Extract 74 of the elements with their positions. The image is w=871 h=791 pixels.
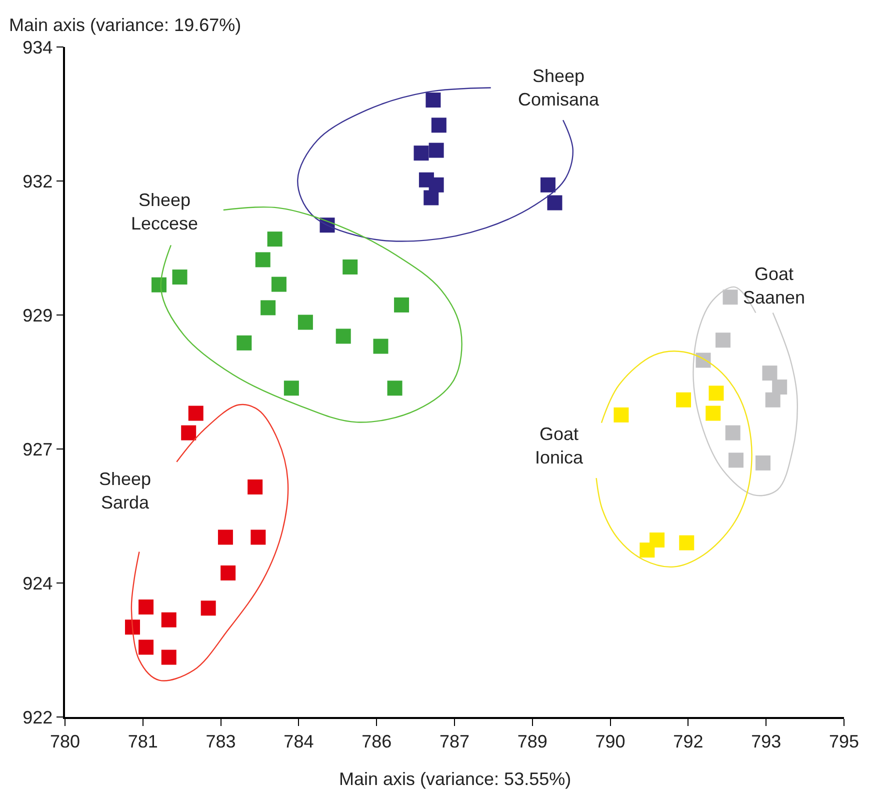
y-tick-label: 932	[22, 171, 53, 192]
x-tick-label: 789	[517, 731, 548, 752]
series-label: Sheep Sarda	[99, 469, 152, 512]
series-label: Goat Saanen	[743, 264, 806, 308]
point	[696, 352, 711, 368]
point	[284, 380, 299, 396]
point	[125, 620, 140, 635]
point	[181, 425, 196, 440]
y-tick-label: 927	[22, 439, 53, 460]
point	[260, 300, 276, 316]
point	[728, 452, 744, 468]
point	[138, 640, 154, 655]
point	[255, 252, 270, 268]
point	[640, 542, 655, 558]
point	[414, 146, 429, 161]
point	[271, 276, 286, 292]
point	[220, 565, 236, 580]
x-tick-label: 795	[828, 731, 860, 752]
y-axis-title: Main axis (variance: 19.67%)	[9, 15, 242, 35]
series-label: Sheep Comisana	[518, 66, 600, 110]
point	[161, 612, 176, 628]
point	[716, 332, 730, 348]
y-tick-label: 922	[22, 707, 53, 728]
point	[722, 290, 738, 305]
y-tick-label: 929	[22, 305, 53, 326]
point	[706, 406, 721, 421]
point	[755, 455, 770, 470]
point	[387, 380, 402, 396]
x-tick-label: 790	[595, 731, 626, 752]
point	[373, 338, 388, 354]
point	[765, 392, 780, 408]
point	[267, 232, 282, 247]
series-label: Sheep Leccese	[131, 190, 198, 234]
point	[708, 386, 724, 401]
point	[336, 328, 351, 344]
point	[614, 407, 629, 422]
line-series	[596, 350, 752, 568]
x-tick-label: 784	[284, 731, 314, 752]
point	[772, 380, 788, 395]
point	[428, 142, 444, 158]
point	[431, 118, 446, 133]
point	[172, 270, 188, 285]
x-tick-label: 787	[439, 731, 470, 752]
point	[342, 259, 358, 274]
point	[540, 177, 556, 192]
point	[250, 530, 266, 545]
point	[679, 535, 694, 550]
y-tick-label: 934	[22, 37, 53, 58]
x-axis-title: Main axis (variance: 53.55%)	[339, 769, 572, 789]
point	[248, 479, 263, 494]
point	[138, 600, 154, 615]
point	[218, 530, 233, 545]
point	[188, 406, 204, 421]
point	[200, 600, 216, 616]
y-tick-label: 924	[22, 573, 53, 594]
point	[424, 190, 439, 206]
point	[676, 392, 692, 408]
x-tick-label: 786	[362, 731, 392, 752]
point	[762, 366, 778, 381]
point	[152, 277, 166, 292]
x-tick-label: 780	[50, 731, 80, 752]
point	[725, 425, 740, 440]
x-tick-label: 793	[751, 731, 782, 752]
point	[161, 650, 176, 665]
series-label: Goat Ionica	[535, 424, 584, 468]
point	[426, 92, 441, 108]
x-tick-label: 783	[206, 731, 236, 752]
x-tick-label: 792	[673, 731, 704, 752]
point	[428, 177, 444, 192]
point	[236, 335, 252, 350]
point	[547, 195, 562, 210]
x-tick-label: 781	[128, 731, 158, 752]
point	[298, 314, 313, 330]
point	[394, 297, 410, 312]
